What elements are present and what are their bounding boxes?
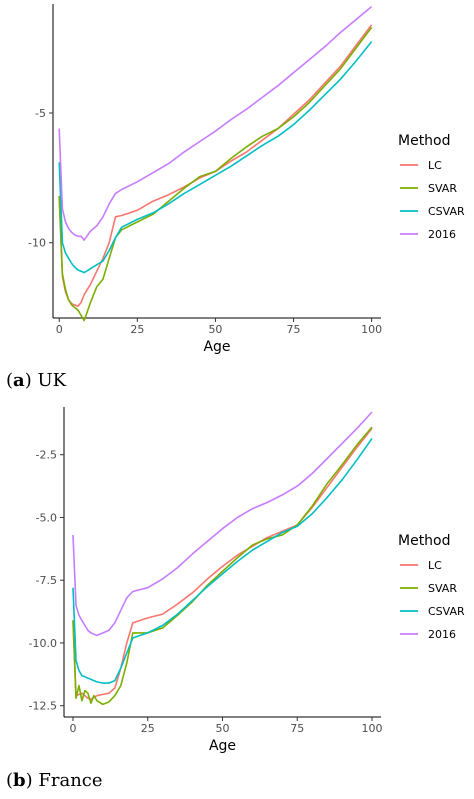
france-x-axis-title: Age [209,738,236,754]
uk-y-tick-label: -10 [28,237,46,250]
france-y-tick-label: -7.5 [36,574,57,587]
uk-x-tick-label: 75 [287,323,301,336]
france-legend-label-2016: 2016 [428,628,456,641]
uk-series-line-csvar [58,41,373,274]
france-x-tick-label: 100 [362,722,383,735]
france-x-tick-label: 25 [141,722,155,735]
uk-caption-letter: a [13,370,25,391]
uk-legend-label-csvar: CSVAR [428,205,465,218]
france-x-tick-label: 0 [69,722,76,735]
uk-legend-label-svar: SVAR [428,182,457,195]
uk-y-tick-label: -5 [35,107,46,120]
uk-legend-label-2016: 2016 [428,228,456,241]
france-series-line-lc [72,427,373,701]
uk-legend-label-lc: LC [428,159,442,172]
uk-x-tick-label: 0 [56,323,63,336]
uk-line-chart: 0 25 50 75 100 -5 -10 Age Method LC SVAR CSVAR 2016 [28,4,465,355]
uk-x-tick-label: 50 [208,323,222,336]
france-line-chart: 0 25 50 75 100 -2.5 -5.0 -7.5 -10.0 -12.5 Age Metho… [29,407,465,754]
uk-chart-panel: 0 25 50 75 100 -5 -10 Age Method LC SVAR CSVAR 2016 … [6,4,465,391]
france-x-tick-label: 75 [290,722,304,735]
france-chart-panel: 0 25 50 75 100 -2.5 -5.0 -7.5 -10.0 -12.5 Age Metho… [0,400,474,799]
france-series-line-csvar [72,437,373,684]
france-legend-label-svar: SVAR [428,582,457,595]
uk-x-axis-title: Age [203,339,230,355]
france-y-tick-label: -5.0 [36,511,57,524]
uk-series-line-svar [58,26,373,322]
uk-x-tick-label: 100 [361,323,382,336]
france-caption-letter: b [13,770,26,791]
uk-series-line-lc [58,24,373,308]
uk-caption: (a) UK [6,370,67,391]
france-x-tick-label: 50 [216,722,230,735]
uk-series-line-2016 [58,5,373,241]
france-y-tick-label: -12.5 [29,700,57,713]
france-y-tick-label: -2.5 [36,449,57,462]
france-series-line-2016 [72,411,373,637]
france-y-tick-label: -10.0 [29,637,57,650]
uk-x-tick-label: 25 [130,323,144,336]
france-legend-title: Method [398,533,451,549]
uk-legend-title: Method [398,133,451,149]
france-caption: (b) France [6,770,103,791]
france-legend-label-lc: LC [428,559,442,572]
france-legend-label-csvar: CSVAR [428,605,465,618]
